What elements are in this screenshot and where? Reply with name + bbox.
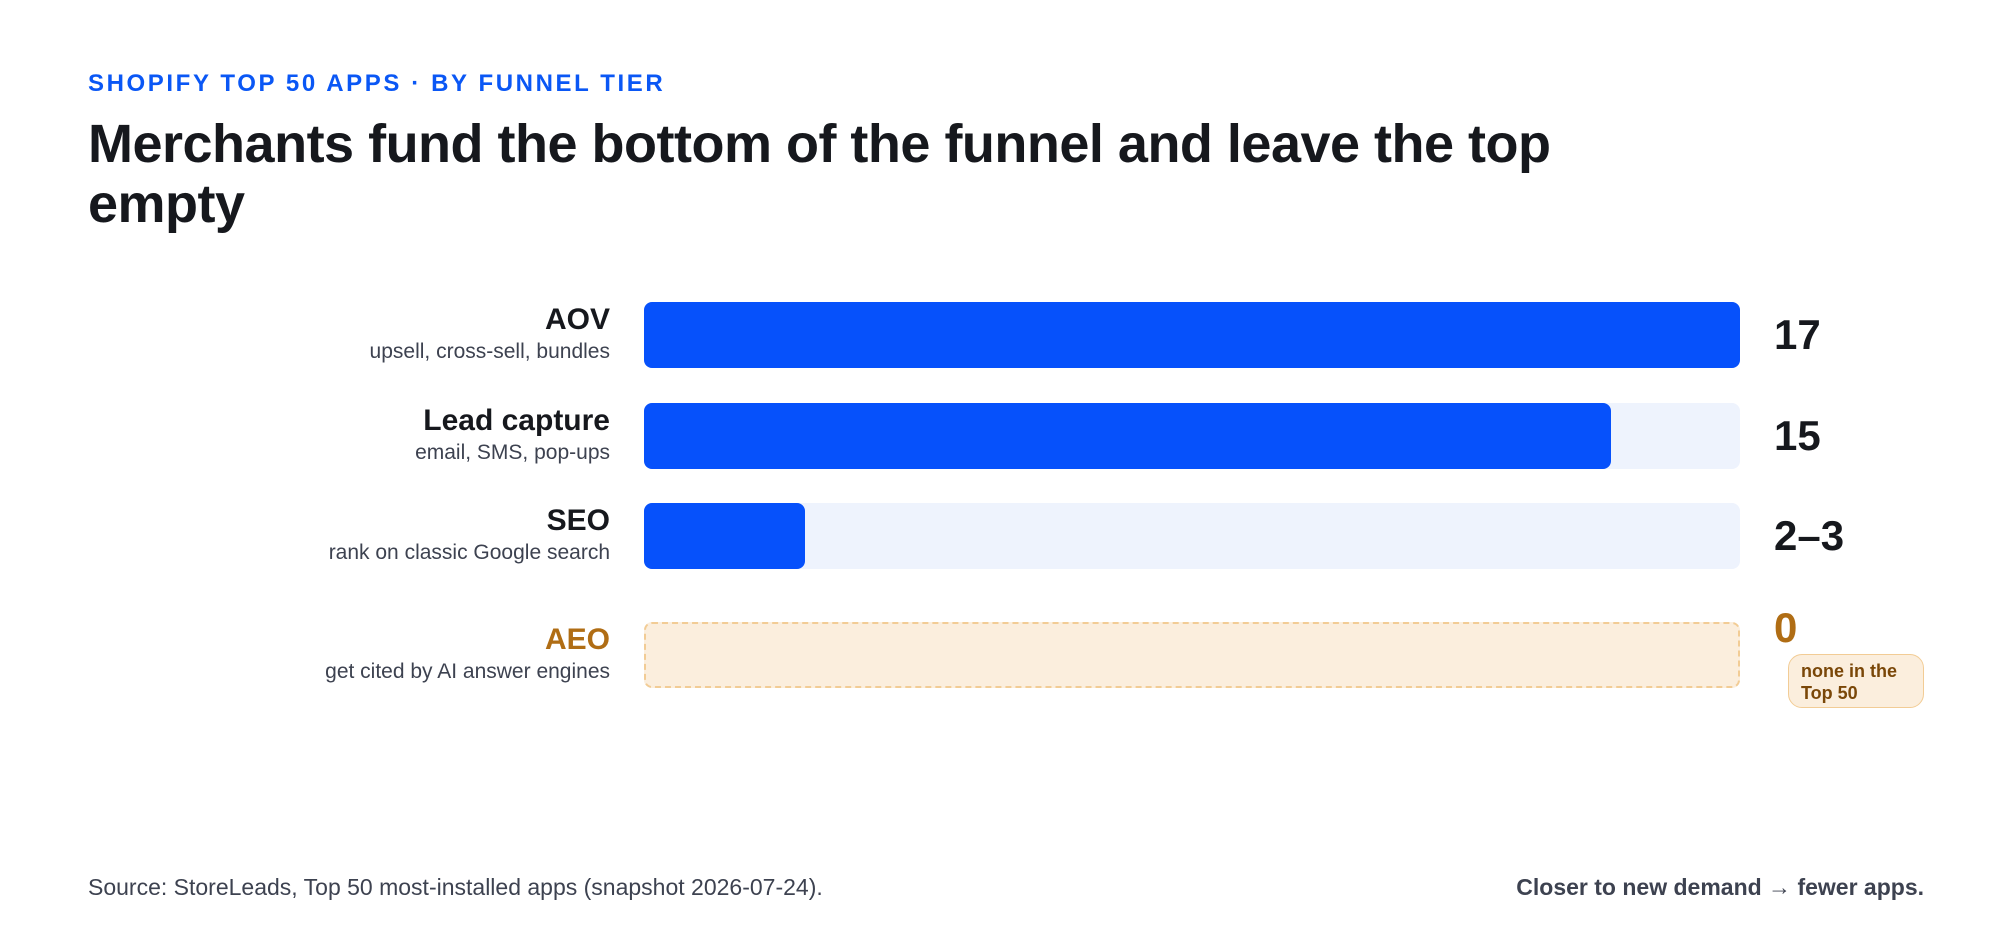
bar-aov <box>644 302 1740 368</box>
bar-track-lead-capture <box>644 403 1740 469</box>
category-description: upsell, cross-sell, bundles <box>369 340 610 363</box>
bar-value-seo: 2–3 <box>1774 512 1845 559</box>
bar-label-aov: AOV upsell, cross-sell, bundles <box>370 302 610 366</box>
category-label: SEO <box>546 504 610 537</box>
bar-value-lead-capture: 15 <box>1774 412 1821 459</box>
chart-eyebrow: SHOPIFY TOP 50 APPS · BY FUNNEL TIER <box>88 70 666 97</box>
bar-label-lead-capture: Lead capture email, SMS, pop-ups <box>415 403 610 467</box>
bar-seo <box>644 503 805 569</box>
bar-lead-capture <box>644 403 1611 469</box>
category-description: get cited by AI answer engines <box>325 660 610 683</box>
category-description: rank on classic Google search <box>328 541 610 564</box>
bar-label-seo: SEO rank on classic Google search <box>329 503 610 567</box>
category-label: AOV <box>544 303 610 336</box>
category-label: AEO <box>544 623 610 656</box>
annotation-badge: none in the Top 50 <box>1788 654 1924 708</box>
bar-track-seo <box>644 503 1740 569</box>
category-description: email, SMS, pop-ups <box>415 441 610 464</box>
category-label: Lead capture <box>423 404 610 437</box>
bar-label-aeo: AEO get cited by AI answer engines <box>325 622 610 686</box>
source-note: Source: StoreLeads, Top 50 most-installe… <box>88 874 823 900</box>
bar-track-aeo <box>644 622 1740 688</box>
takeaway-note: Closer to new demand → fewer apps. <box>1516 874 1924 900</box>
chart-title: Merchants fund the bottom of the funnel … <box>88 114 1551 234</box>
bar-value-aov: 17 <box>1774 311 1821 358</box>
bar-track-aov <box>644 302 1740 368</box>
bar-value-aeo: 0 <box>1774 604 1798 651</box>
